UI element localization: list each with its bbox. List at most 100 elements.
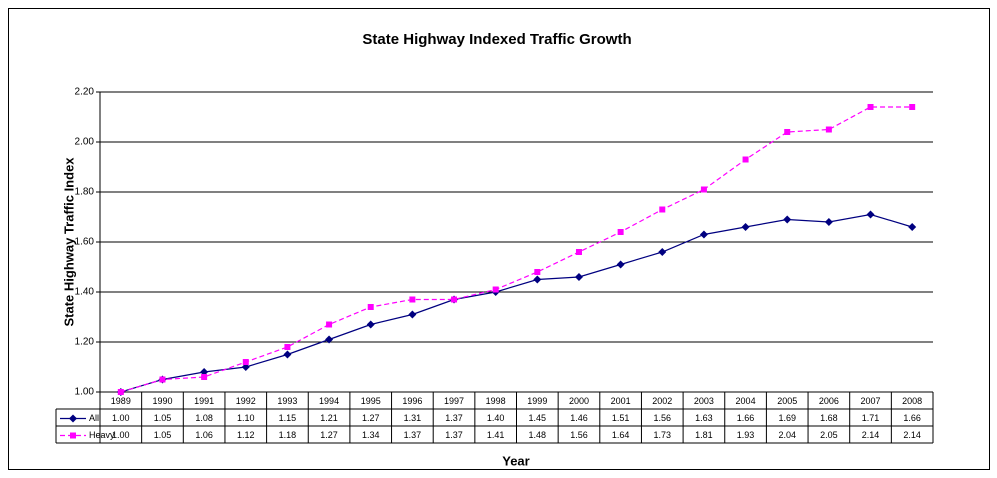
data-point xyxy=(866,210,875,219)
chart-title: State Highway Indexed Traffic Growth xyxy=(362,31,631,48)
table-cell: 1.37 xyxy=(404,430,422,440)
table-cell: 1.15 xyxy=(279,413,297,423)
legend-label: Heavy xyxy=(89,430,115,440)
x-tick-label: 1991 xyxy=(194,396,214,406)
data-point xyxy=(325,335,334,344)
legend-marker xyxy=(70,432,76,439)
table-cell: 2.14 xyxy=(862,430,880,440)
data-point xyxy=(867,104,874,110)
data-point xyxy=(575,249,582,255)
data-point xyxy=(117,389,124,395)
table-cell: 1.81 xyxy=(695,430,713,440)
table-cell: 1.06 xyxy=(195,430,213,440)
data-point xyxy=(409,296,416,303)
table-cell: 1.66 xyxy=(737,413,755,423)
data-point xyxy=(909,104,916,110)
table-cell: 1.48 xyxy=(529,430,547,440)
data-point xyxy=(159,376,166,383)
x-tick-label: 2001 xyxy=(611,396,631,406)
table-cell: 1.27 xyxy=(320,430,338,440)
data-point xyxy=(741,223,750,231)
data-point xyxy=(658,248,667,256)
x-tick-label: 2007 xyxy=(861,396,881,406)
table-cell: 1.51 xyxy=(612,413,630,423)
legend-label: All xyxy=(89,413,99,423)
table-cell: 1.05 xyxy=(154,430,172,440)
table-cell: 1.05 xyxy=(154,413,172,423)
x-tick-label: 1990 xyxy=(152,396,172,406)
x-tick-label: 2006 xyxy=(819,396,839,406)
x-axis-title: Year xyxy=(502,453,529,468)
series-line xyxy=(120,106,913,393)
table-cell: 1.34 xyxy=(362,430,380,440)
data-point xyxy=(408,310,417,319)
table-cell: 1.27 xyxy=(362,413,380,423)
table-cell: 1.40 xyxy=(487,413,505,423)
table-cell: 1.56 xyxy=(570,430,588,440)
x-tick-label: 1995 xyxy=(361,396,381,406)
x-tick-label: 2004 xyxy=(736,396,756,406)
table-cell: 1.71 xyxy=(862,413,880,423)
legend-marker xyxy=(69,414,77,423)
table-cell: 1.10 xyxy=(237,413,255,423)
data-point xyxy=(574,273,583,281)
data-point xyxy=(201,374,208,380)
series-line xyxy=(120,213,913,393)
data-point xyxy=(699,230,708,239)
x-tick-label: 1996 xyxy=(402,396,422,406)
table-cell: 1.68 xyxy=(820,413,838,423)
data-point xyxy=(616,260,625,269)
table-cell: 1.00 xyxy=(112,430,130,440)
data-point xyxy=(783,215,792,224)
data-point xyxy=(824,218,833,226)
y-tick-label: 1.80 xyxy=(75,187,95,198)
table-cell: 1.41 xyxy=(487,430,505,440)
data-point xyxy=(242,359,249,365)
table-cell: 1.12 xyxy=(237,430,255,440)
table-cell: 1.45 xyxy=(529,413,547,423)
data-point xyxy=(700,186,707,193)
x-tick-label: 1994 xyxy=(319,396,339,406)
x-tick-label: 2005 xyxy=(777,396,797,406)
table-cell: 1.69 xyxy=(778,413,796,423)
table-cell: 1.37 xyxy=(445,413,463,423)
data-point xyxy=(659,206,666,213)
x-tick-label: 1997 xyxy=(444,396,464,406)
data-point xyxy=(784,129,791,135)
x-tick-label: 1989 xyxy=(111,396,131,406)
table-cell: 1.46 xyxy=(570,413,588,423)
table-cell: 1.37 xyxy=(445,430,463,440)
data-point xyxy=(617,229,624,235)
x-tick-label: 1993 xyxy=(277,396,297,406)
table-cell: 1.93 xyxy=(737,430,755,440)
table-cell: 1.00 xyxy=(112,413,130,423)
data-point xyxy=(283,350,292,359)
data-point xyxy=(742,156,749,163)
data-point xyxy=(908,223,917,231)
data-point xyxy=(533,275,542,284)
data-point xyxy=(492,286,499,293)
x-tick-label: 2002 xyxy=(652,396,672,406)
x-tick-label: 1998 xyxy=(486,396,506,406)
table-cell: 1.31 xyxy=(404,413,422,423)
data-point xyxy=(284,344,291,350)
table-cell: 1.73 xyxy=(654,430,672,440)
x-tick-label: 1999 xyxy=(527,396,547,406)
data-point xyxy=(451,296,458,303)
table-cell: 2.05 xyxy=(820,430,838,440)
chart-border xyxy=(8,8,990,470)
table-cell: 1.56 xyxy=(654,413,672,423)
data-point xyxy=(326,321,333,328)
table-cell: 1.18 xyxy=(279,430,297,440)
table-cell: 2.04 xyxy=(778,430,796,440)
y-tick-label: 1.20 xyxy=(75,337,95,348)
table-cell: 1.64 xyxy=(612,430,630,440)
x-tick-label: 2000 xyxy=(569,396,589,406)
table-cell: 1.66 xyxy=(903,413,921,423)
y-tick-label: 2.00 xyxy=(75,137,95,148)
y-tick-label: 1.60 xyxy=(75,237,95,248)
y-axis-title: State Highway Traffic Index xyxy=(61,157,76,327)
data-point xyxy=(825,126,832,133)
